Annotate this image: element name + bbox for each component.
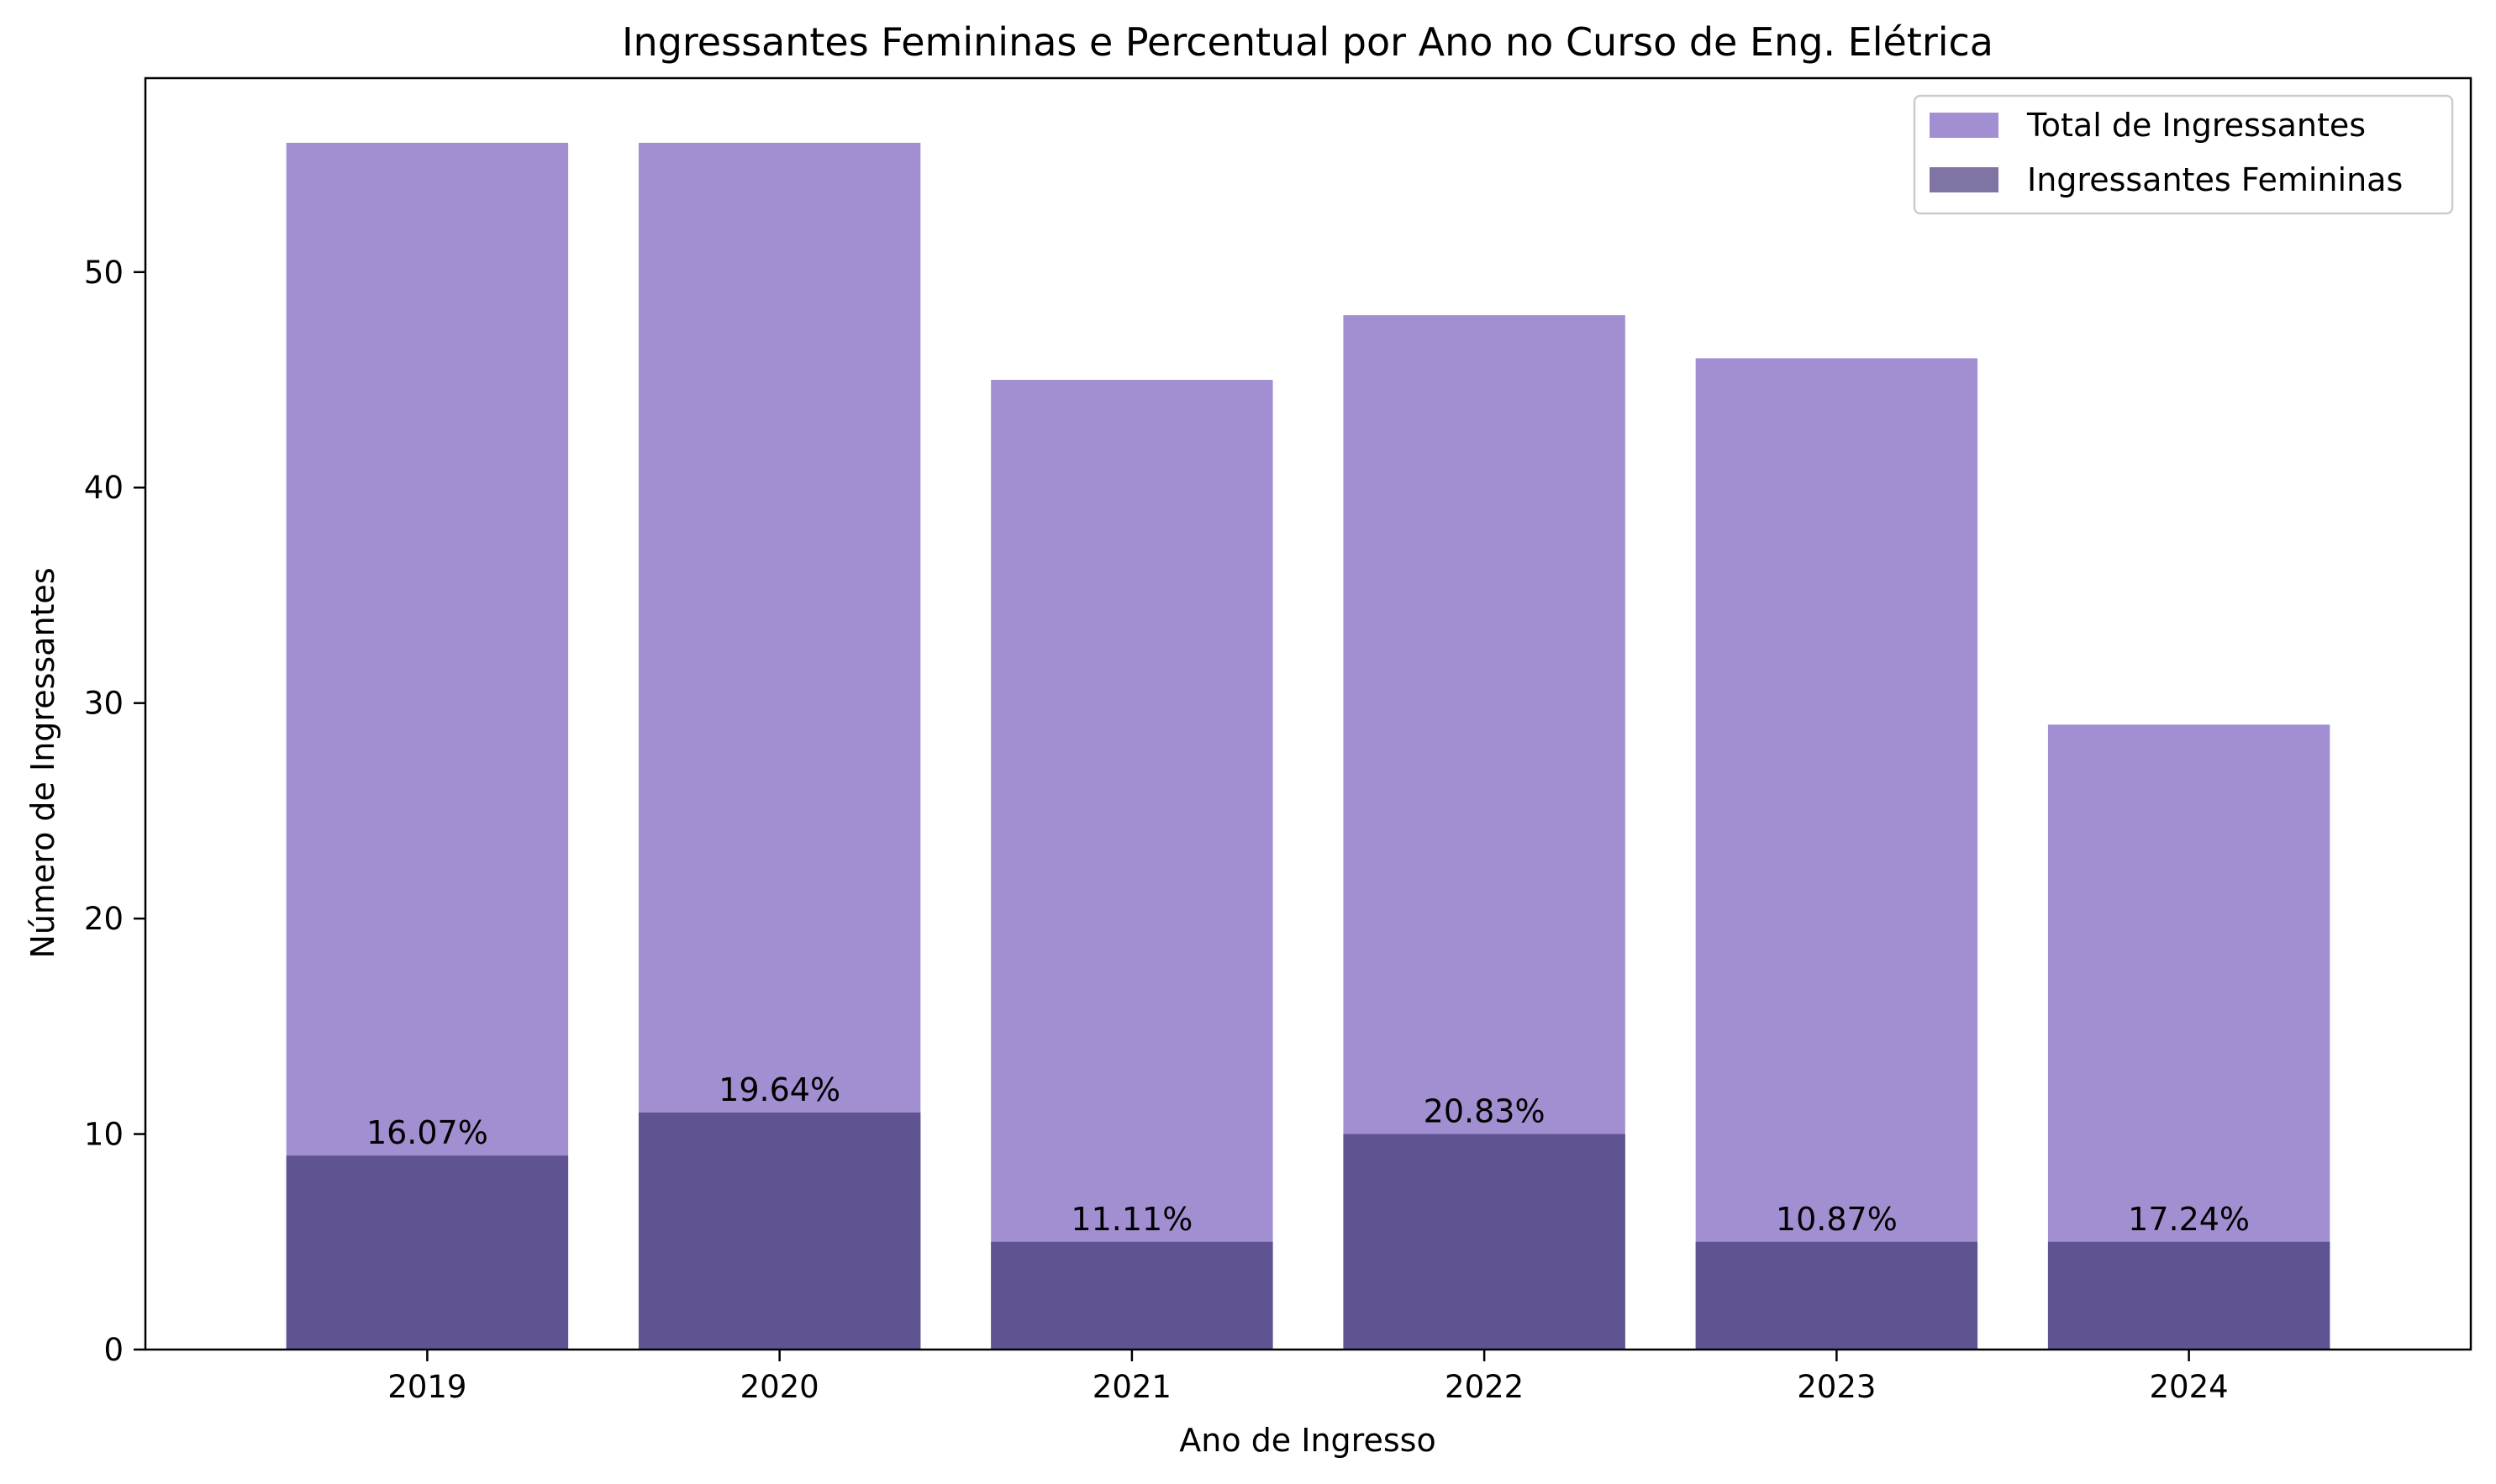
bar-female-2020	[638, 1112, 921, 1350]
y-tick-label-10: 10	[84, 1117, 124, 1153]
legend-box	[1913, 94, 2454, 215]
legend-swatch-female	[1930, 167, 1998, 192]
x-tick-label-2020: 2020	[740, 1369, 819, 1405]
bar-female-2019	[286, 1155, 569, 1350]
y-tick-label-50: 50	[84, 255, 124, 291]
y-axis-label: Número de Ingressantes	[24, 567, 61, 958]
percentage-label-2024: 17.24%	[2128, 1201, 2250, 1238]
x-tick-label-2021: 2021	[1093, 1369, 1172, 1405]
legend-label-female: Ingressantes Femininas	[2027, 161, 2403, 198]
x-tick-label-2023: 2023	[1797, 1369, 1876, 1405]
percentage-label-2020: 19.64%	[719, 1071, 840, 1108]
legend-label-total: Total de Ingressantes	[2026, 107, 2366, 144]
x-tick-label-2022: 2022	[1445, 1369, 1524, 1405]
x-tick-label-2019: 2019	[387, 1369, 466, 1405]
total-bars	[286, 142, 2330, 1350]
bar-female-2024	[2047, 1241, 2330, 1350]
x-axis: 2019 2020 2021 2022 2023 2024	[387, 1350, 2229, 1405]
bar-female-2022	[1343, 1134, 1625, 1350]
percentage-label-2021: 11.11%	[1071, 1201, 1193, 1238]
x-tick-label-2024: 2024	[2150, 1369, 2229, 1405]
percentage-labels: 16.07% 19.64% 11.11% 20.83% 10.87% 17.24%	[366, 1071, 2250, 1238]
female-bars	[286, 1112, 2330, 1350]
bar-female-2023	[1695, 1241, 1978, 1350]
y-axis: 0 10 20 30 40 50	[84, 255, 145, 1368]
percentage-label-2023: 10.87%	[1776, 1201, 1898, 1238]
x-axis-label: Ano de Ingresso	[1179, 1422, 1435, 1459]
bar-total-2021	[991, 380, 1273, 1350]
chart-title: Ingressantes Femininas e Percentual por …	[622, 19, 1993, 65]
y-tick-label-0: 0	[103, 1332, 124, 1368]
percentage-label-2022: 20.83%	[1424, 1093, 1546, 1130]
plot-frame	[144, 76, 2472, 1351]
y-tick-label-40: 40	[84, 470, 124, 506]
y-tick-label-30: 30	[84, 686, 124, 722]
bar-total-2023	[1695, 358, 1978, 1350]
percentage-label-2019: 16.07%	[366, 1114, 488, 1151]
legend: Total de Ingressantes Ingressantes Femin…	[1913, 94, 2454, 215]
bar-female-2021	[991, 1241, 1273, 1350]
bar-total-2019	[286, 142, 569, 1350]
legend-swatch-total	[1930, 113, 1998, 138]
y-tick-label-20: 20	[84, 901, 124, 937]
